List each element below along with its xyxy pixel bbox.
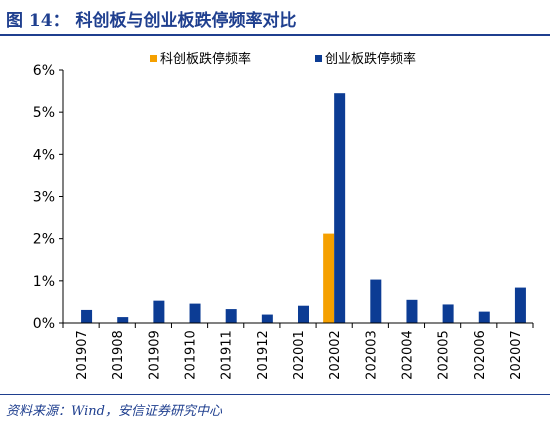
x-tick-label: 201912 <box>256 330 271 380</box>
x-tick-label: 202007 <box>509 330 524 380</box>
x-axis: 201907 201908 201909 201910 201911 201912 2020… <box>62 322 534 380</box>
legend-swatch <box>315 55 322 62</box>
bar-cyb <box>298 305 309 323</box>
y-tick-label: 4% <box>33 147 55 163</box>
y-tick-label: 2% <box>33 232 55 248</box>
bars <box>81 93 526 323</box>
x-tick-label: 201908 <box>111 330 126 380</box>
y-tick-label: 6% <box>33 63 55 79</box>
bar-chart: 科创板跌停频率 创业板跌停频率 0%1%2%3%4%5%6% 201907 2019… <box>33 51 534 380</box>
bar-cyb <box>406 299 418 323</box>
x-tick-label: 202005 <box>437 330 452 380</box>
bar-cyb <box>334 93 346 323</box>
chart-legend: 科创板跌停频率 创业板跌停频率 <box>150 51 416 67</box>
legend-label: 创业板跌停频率 <box>325 51 416 67</box>
bar-cyb <box>370 279 382 323</box>
y-tick-label: 0% <box>33 316 55 332</box>
source-note: 资料来源：Wind，安信证券研究中心 <box>6 404 222 419</box>
x-tick-label: 201909 <box>147 330 162 380</box>
x-tick-label: 202006 <box>473 330 488 380</box>
bar-cyb <box>442 304 454 323</box>
y-tick-label: 3% <box>33 190 55 206</box>
bar-cyb <box>478 311 490 323</box>
x-tick-label: 202002 <box>328 330 343 380</box>
bar-cyb <box>225 309 237 323</box>
x-tick-label: 202003 <box>364 330 379 380</box>
legend-swatch <box>150 55 157 62</box>
bar-cyb <box>153 300 165 323</box>
title-divider <box>0 34 550 36</box>
y-axis: 0% 1% 2% 3% 4% 5% 6% <box>33 63 64 332</box>
x-tick-label: 201910 <box>184 330 199 380</box>
x-tick-label: 202001 <box>292 330 307 380</box>
source-divider <box>0 394 550 395</box>
x-tick-label: 202004 <box>400 330 415 380</box>
bar-cyb <box>81 309 93 323</box>
bar-kcb <box>323 233 335 323</box>
legend-label: 科创板跌停频率 <box>160 51 251 67</box>
y-tick-label: 1% <box>33 274 55 290</box>
bar-cyb <box>117 317 129 323</box>
figure-title: 图 14： 科创板与创业板跌停频率对比 <box>6 11 297 31</box>
bar-cyb <box>189 303 201 323</box>
bar-cyb <box>261 314 273 323</box>
x-tick-label: 201907 <box>75 330 90 380</box>
x-tick-label: 201911 <box>220 330 235 380</box>
y-tick-label: 5% <box>33 105 55 121</box>
bar-cyb <box>514 287 526 323</box>
